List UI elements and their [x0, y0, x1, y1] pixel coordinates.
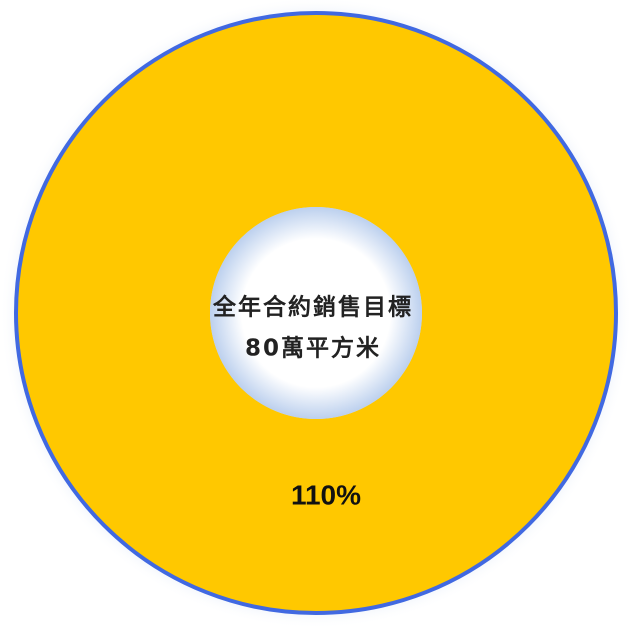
value-label: 110%	[291, 479, 361, 510]
center-subtitle: 80萬平方米	[245, 335, 381, 362]
ring	[14, 11, 618, 615]
donut-segment	[16, 13, 616, 613]
hole	[210, 207, 422, 419]
ring-border	[14, 11, 618, 615]
center-title: 全年合約銷售目標	[212, 294, 413, 321]
